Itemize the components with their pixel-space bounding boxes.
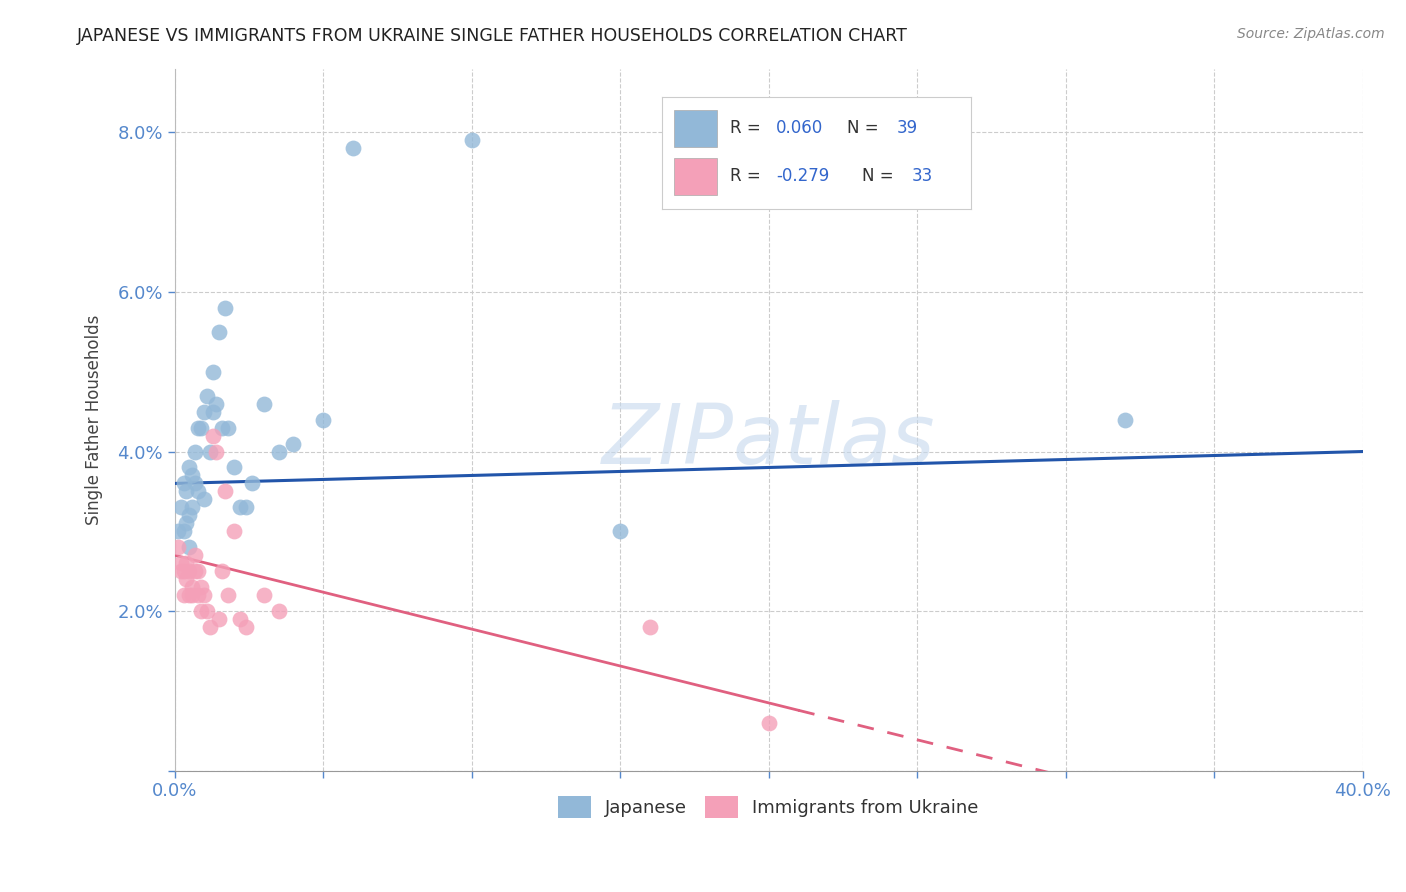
Point — [200, 444, 222, 458]
Point — [253, 397, 276, 411]
Point — [193, 588, 215, 602]
Point — [176, 484, 198, 499]
Point — [173, 476, 195, 491]
Point — [240, 476, 263, 491]
Point — [184, 476, 207, 491]
Point — [638, 620, 661, 634]
Point — [202, 404, 225, 418]
Point — [208, 325, 231, 339]
Text: JAPANESE VS IMMIGRANTS FROM UKRAINE SINGLE FATHER HOUSEHOLDS CORRELATION CHART: JAPANESE VS IMMIGRANTS FROM UKRAINE SING… — [77, 27, 908, 45]
Point — [217, 588, 239, 602]
Point — [195, 389, 218, 403]
Point — [181, 588, 204, 602]
Point — [214, 484, 236, 499]
Point — [190, 580, 212, 594]
Text: ZIPatlas: ZIPatlas — [602, 401, 935, 481]
Point — [169, 564, 191, 578]
Point — [222, 460, 245, 475]
Point — [217, 420, 239, 434]
Point — [193, 492, 215, 507]
Point — [193, 404, 215, 418]
Point — [190, 420, 212, 434]
Point — [1114, 412, 1136, 426]
Point — [609, 524, 631, 539]
Point — [187, 484, 209, 499]
Point — [267, 444, 290, 458]
Point — [187, 420, 209, 434]
Point — [166, 524, 188, 539]
Point — [181, 500, 204, 515]
Point — [176, 516, 198, 531]
Point — [169, 556, 191, 570]
Text: Source: ZipAtlas.com: Source: ZipAtlas.com — [1237, 27, 1385, 41]
Point — [176, 556, 198, 570]
Point — [179, 541, 201, 555]
Point — [187, 588, 209, 602]
Point — [214, 301, 236, 315]
Point — [211, 420, 233, 434]
Point — [173, 524, 195, 539]
Point — [184, 548, 207, 562]
Point — [758, 715, 780, 730]
Point — [173, 588, 195, 602]
Point — [179, 508, 201, 523]
Point — [208, 612, 231, 626]
Point — [190, 604, 212, 618]
Point — [179, 460, 201, 475]
Point — [235, 620, 257, 634]
Point — [169, 500, 191, 515]
Point — [166, 541, 188, 555]
Point — [253, 588, 276, 602]
Point — [176, 572, 198, 586]
Point — [179, 588, 201, 602]
Legend: Japanese, Immigrants from Ukraine: Japanese, Immigrants from Ukraine — [551, 789, 986, 825]
Point — [195, 604, 218, 618]
Point — [179, 564, 201, 578]
Point — [229, 500, 252, 515]
Point — [200, 620, 222, 634]
Point — [342, 141, 364, 155]
Point — [187, 564, 209, 578]
Point — [229, 612, 252, 626]
Point — [205, 444, 228, 458]
Point — [460, 133, 482, 147]
Point — [235, 500, 257, 515]
Point — [205, 397, 228, 411]
Point — [173, 564, 195, 578]
Point — [283, 436, 305, 450]
Point — [181, 580, 204, 594]
Point — [202, 365, 225, 379]
Point — [267, 604, 290, 618]
Point — [202, 428, 225, 442]
Y-axis label: Single Father Households: Single Father Households — [86, 314, 103, 524]
Point — [312, 412, 335, 426]
Point — [184, 444, 207, 458]
Point — [222, 524, 245, 539]
Point — [184, 564, 207, 578]
Point — [181, 468, 204, 483]
Point — [211, 564, 233, 578]
